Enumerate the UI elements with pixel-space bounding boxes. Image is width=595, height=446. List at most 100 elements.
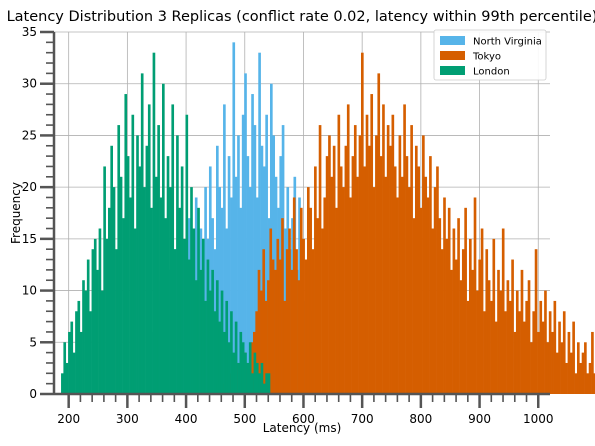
histogram-bar	[333, 146, 336, 394]
y-tick-label: 20	[22, 180, 37, 194]
histogram-bar	[335, 208, 338, 394]
histogram-bar	[101, 291, 104, 394]
histogram-bar	[249, 342, 252, 394]
legend-swatch	[440, 66, 465, 75]
histogram-bar	[396, 197, 399, 394]
histogram-bar	[410, 125, 413, 394]
histogram-bar	[122, 218, 125, 394]
histogram-bar	[87, 260, 90, 394]
histogram-bar	[582, 353, 585, 394]
histogram-bar	[406, 156, 409, 394]
histogram-bar	[300, 208, 303, 394]
histogram-bar	[284, 301, 287, 394]
histogram-bar	[171, 104, 174, 394]
histogram-bar	[66, 363, 69, 394]
histogram-bar	[96, 270, 99, 394]
histogram-bar	[197, 208, 200, 394]
histogram-bar	[225, 301, 228, 394]
histogram-bar	[537, 332, 540, 394]
histogram-bar	[183, 239, 186, 394]
y-tick-label: 5	[29, 335, 37, 349]
chart-title: Latency Distribution 3 Replicas (conflic…	[7, 9, 595, 25]
y-tick-label: 0	[29, 387, 37, 401]
histogram-bar	[525, 301, 528, 394]
histogram-bar	[384, 177, 387, 394]
histogram-bar	[115, 249, 118, 394]
histogram-bar	[305, 260, 308, 394]
histogram-bar	[274, 270, 277, 394]
histogram-bar	[279, 260, 282, 394]
histogram-bar	[427, 197, 430, 394]
histogram-bar	[462, 249, 465, 394]
histogram-bar	[193, 229, 196, 394]
histogram-bar	[235, 322, 238, 394]
histogram-bar	[141, 73, 144, 394]
histogram-bar	[408, 187, 411, 394]
histogram-bar	[589, 363, 592, 394]
histogram-bar	[361, 53, 364, 394]
histogram-bar	[178, 208, 181, 394]
histogram-bar	[200, 270, 203, 394]
histogram-bar	[518, 311, 521, 394]
histogram-bar	[328, 135, 331, 394]
histogram-bar	[516, 291, 519, 394]
histogram-bar	[363, 166, 366, 394]
histogram-bar	[455, 260, 458, 394]
histogram-bar	[291, 270, 294, 394]
histogram-bar	[120, 177, 123, 394]
x-axis-label: Latency (ms)	[263, 421, 342, 435]
histogram-bar	[309, 208, 312, 394]
histogram-bar	[314, 166, 317, 394]
histogram-bar	[136, 135, 139, 394]
histogram-bar	[113, 187, 116, 394]
histogram-bar	[323, 197, 326, 394]
histogram-bar	[356, 177, 359, 394]
histogram-bar	[272, 260, 275, 394]
histogram-bar	[586, 373, 589, 394]
histogram-bar	[298, 280, 301, 394]
histogram-bar	[347, 104, 350, 394]
histogram-bar	[413, 218, 416, 394]
histogram-bar	[359, 135, 362, 394]
y-tick-label: 35	[22, 25, 37, 39]
histogram-bar	[268, 373, 271, 394]
histogram-bar	[164, 218, 167, 394]
histogram-bar	[502, 229, 505, 394]
histogram-bar	[108, 208, 111, 394]
histogram-bar	[316, 218, 319, 394]
histogram-bar	[532, 311, 535, 394]
histogram-bar	[551, 332, 554, 394]
histogram-bar	[103, 166, 106, 394]
histogram-bar	[469, 239, 472, 394]
y-tick-label: 30	[22, 77, 37, 91]
histogram-bar	[218, 322, 221, 394]
histogram-bar	[431, 229, 434, 394]
histogram-bar	[485, 249, 488, 394]
histogram-bar	[288, 229, 291, 394]
histogram-bar	[349, 197, 352, 394]
histogram-bar	[380, 156, 383, 394]
histogram-bar	[394, 166, 397, 394]
histogram-bar	[429, 156, 432, 394]
histogram-bar	[185, 115, 188, 394]
histogram-bar	[490, 301, 493, 394]
histogram-bar	[464, 208, 467, 394]
histogram-bar	[70, 322, 73, 394]
histogram-bar	[312, 249, 315, 394]
histogram-bar	[497, 270, 500, 394]
histogram-bar	[554, 301, 557, 394]
histogram-bar	[174, 249, 177, 394]
histogram-bar	[434, 187, 437, 394]
histogram-bar	[528, 280, 531, 394]
histogram-bar	[216, 280, 219, 394]
histogram-bar	[204, 301, 207, 394]
histogram-bar	[157, 125, 160, 394]
histogram-bar	[530, 342, 533, 394]
histogram-bar	[281, 218, 284, 394]
histogram-bar	[82, 280, 85, 394]
histogram-bar	[139, 166, 142, 394]
x-tick-label: 700	[351, 412, 374, 426]
histogram-bar	[169, 187, 172, 394]
y-tick-label: 10	[22, 284, 37, 298]
histogram-bar	[307, 187, 310, 394]
